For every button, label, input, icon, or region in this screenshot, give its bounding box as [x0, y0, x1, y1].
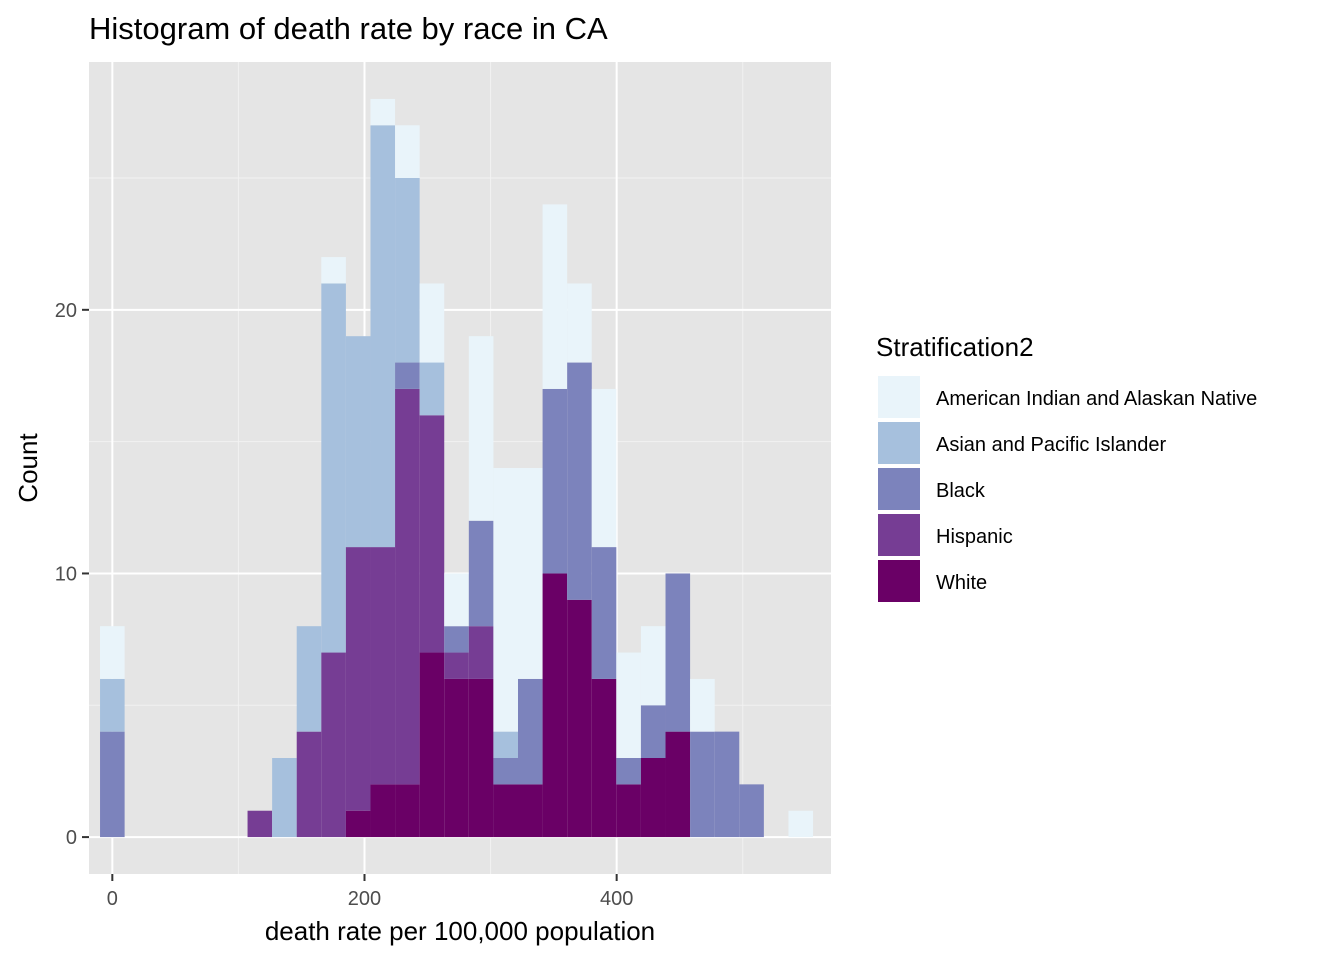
histogram-bar [370, 547, 396, 785]
histogram-bar [100, 731, 125, 838]
histogram-bar [345, 810, 371, 838]
chart-title: Histogram of death rate by race in CA [89, 11, 608, 46]
histogram-bar [640, 705, 666, 758]
histogram-bar [665, 573, 691, 732]
histogram-bar [542, 388, 568, 574]
legend-key [876, 420, 922, 466]
y-tick-label: 0 [66, 827, 77, 849]
histogram-bar [567, 362, 592, 600]
histogram-bar [567, 599, 592, 838]
y-tick-label: 20 [55, 300, 77, 322]
histogram-bar [493, 468, 518, 732]
x-tick-label: 400 [600, 888, 633, 910]
histogram-bar [640, 626, 666, 706]
legend-label: American Indian and Alaskan Native [936, 388, 1257, 410]
legend-label: Hispanic [936, 526, 1013, 548]
histogram-bar [468, 626, 494, 679]
histogram-bar [493, 731, 518, 758]
histogram-bar [370, 784, 396, 838]
legend-label: Black [936, 480, 986, 502]
histogram-bar [321, 257, 346, 284]
histogram-bar [444, 652, 469, 679]
histogram-bar [419, 283, 445, 363]
histogram-bar [542, 204, 568, 389]
histogram-bar [247, 810, 273, 838]
histogram-bar [714, 731, 740, 838]
legend-key [876, 558, 922, 604]
histogram-bar [665, 731, 691, 838]
histogram-bar [739, 784, 764, 838]
histogram-bar [493, 758, 518, 785]
histogram-bar [100, 626, 125, 679]
histogram-bar [690, 678, 715, 732]
histogram-bar [370, 98, 396, 126]
legend-key [876, 512, 922, 558]
histogram-bar [444, 573, 469, 627]
histogram-bar [321, 652, 346, 838]
histogram-bar [395, 178, 420, 363]
histogram-bar [640, 758, 666, 838]
histogram-bar [345, 547, 371, 811]
legend: Stratification2 American Indian and Alas… [876, 332, 1257, 604]
legend-key [876, 374, 922, 420]
legend-title: Stratification2 [876, 332, 1034, 362]
histogram-bar [517, 784, 543, 838]
histogram-bar [321, 283, 346, 653]
histogram-bar [296, 626, 322, 732]
y-tick-label: 10 [55, 563, 77, 585]
histogram-bar [444, 626, 469, 653]
histogram-bar [616, 652, 641, 758]
histogram-bar [395, 362, 420, 389]
legend-key [876, 466, 922, 512]
histogram-bar [370, 125, 396, 548]
histogram-bar [395, 125, 420, 178]
histogram-bar [100, 678, 125, 732]
histogram-bar [493, 784, 518, 838]
axes: 0 200 400 0 10 20 [55, 300, 634, 910]
histogram-bar [468, 520, 494, 627]
histogram-bar [468, 336, 494, 521]
y-axis-title: Count [13, 433, 43, 503]
histogram-bar [567, 283, 592, 363]
histogram-bar [542, 573, 568, 838]
histogram-bar [468, 678, 494, 838]
histogram-bar [419, 362, 445, 416]
histogram-bar [690, 731, 715, 838]
histogram-bar [591, 678, 617, 838]
x-tick-label: 0 [107, 888, 118, 910]
histogram-bar [395, 784, 420, 838]
histogram-bar [444, 678, 469, 838]
histogram-bar [517, 678, 543, 785]
histogram-bar [296, 731, 322, 838]
histogram-bar [272, 758, 297, 838]
histogram-bar [345, 336, 371, 548]
legend-label: Asian and Pacific Islander [936, 434, 1166, 456]
x-tick-label: 200 [348, 888, 381, 910]
histogram-bar [616, 784, 641, 838]
histogram-bar [591, 388, 617, 548]
legend-label: White [936, 572, 987, 594]
x-axis-title: death rate per 100,000 population [265, 916, 655, 946]
histogram-bar [517, 468, 543, 679]
histogram-bar [395, 388, 420, 785]
histogram-bar [419, 415, 445, 653]
histogram-bar [616, 758, 641, 785]
histogram-bar [788, 810, 814, 838]
histogram-bar [419, 652, 445, 838]
histogram-bars [100, 98, 814, 838]
histogram-bar [591, 547, 617, 679]
